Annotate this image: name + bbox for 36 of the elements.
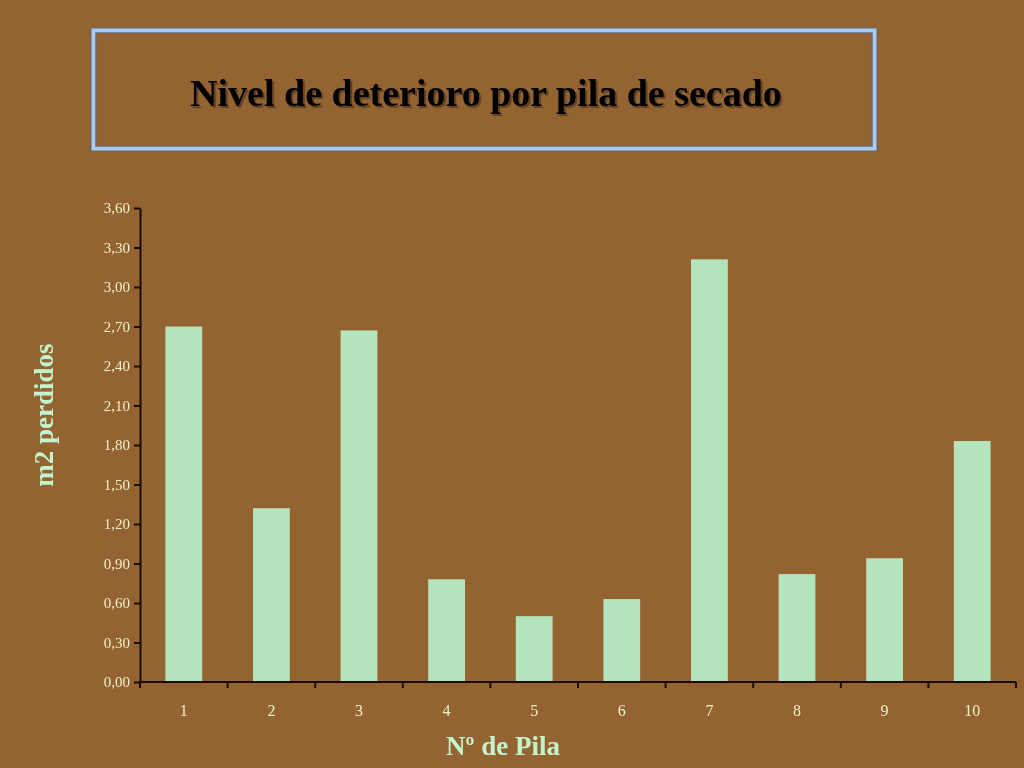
- y-tick-label: 2,40: [103, 358, 130, 375]
- x-tick-label: 1: [179, 702, 188, 719]
- bar: [340, 330, 378, 682]
- x-tick-label: 7: [705, 702, 714, 719]
- y-tick-label: 0,60: [103, 595, 130, 612]
- bar: [953, 441, 991, 682]
- x-tick-label: 3: [355, 702, 363, 719]
- bar: [691, 259, 728, 682]
- y-tick-label: 3,30: [103, 239, 130, 256]
- bar: [778, 574, 816, 682]
- y-tick-label: 2,70: [103, 318, 130, 335]
- x-tick-label: 8: [793, 702, 801, 719]
- bar: [515, 616, 553, 682]
- bar: [165, 326, 203, 682]
- x-tick-label: 2: [267, 702, 276, 719]
- bar: [253, 508, 290, 682]
- y-tick-label: 0,00: [103, 674, 130, 691]
- x-tick-label: 6: [617, 702, 626, 719]
- x-tick-label: 5: [530, 702, 539, 719]
- y-tick-label: 0,30: [103, 634, 130, 651]
- bar: [866, 558, 903, 682]
- y-tick-label: 0,90: [103, 555, 130, 572]
- y-tick-label: 3,60: [103, 200, 130, 217]
- x-axis-title: Nº de Pila: [446, 731, 561, 761]
- y-tick-label: 1,50: [103, 476, 130, 493]
- y-tick-label: 1,80: [103, 437, 130, 454]
- y-tick-label: 1,20: [103, 516, 130, 533]
- x-tick-label: 9: [880, 702, 889, 719]
- y-axis-title: m2 perdidos: [29, 343, 59, 487]
- y-tick-label: 3,00: [103, 279, 130, 296]
- bar: [603, 599, 641, 682]
- y-tick-label: 2,10: [103, 397, 130, 414]
- x-tick-label: 4: [442, 702, 451, 719]
- bar: [428, 579, 465, 682]
- x-tick-label: 10: [964, 702, 981, 719]
- chart-title: Nivel de deterioro por pila de secado: [190, 72, 782, 114]
